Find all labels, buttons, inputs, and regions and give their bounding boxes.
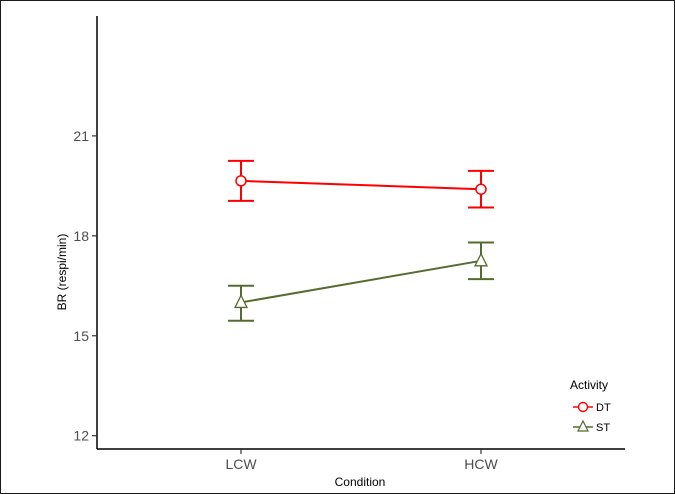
legend-key-marker	[577, 419, 589, 432]
legend-label: DT	[596, 402, 611, 414]
series-line	[240, 179, 482, 191]
y-axis-title: BR (respi/min)	[55, 234, 69, 311]
x-tick-label: HCW	[464, 456, 498, 472]
legend-key-marker	[577, 401, 589, 413]
y-ticks-group: 12 15 18 21	[73, 128, 97, 444]
series-dt	[228, 159, 494, 209]
y-tick-label: 15	[73, 328, 89, 344]
x-ticks-group: LCW HCW	[225, 449, 499, 472]
y-tick-label: 18	[73, 228, 89, 244]
y-tick-label: 12	[73, 428, 89, 444]
data-point	[233, 293, 249, 309]
x-axis-title: Condition	[335, 475, 386, 489]
data-point	[473, 252, 489, 267]
y-tick-label: 21	[73, 128, 89, 144]
series-line	[240, 259, 482, 304]
axes-group	[96, 16, 625, 450]
legend: Activity DT ST	[570, 378, 611, 434]
series-layer	[228, 159, 494, 322]
series-st	[228, 241, 494, 322]
x-tick-label: LCW	[225, 456, 257, 472]
data-point	[475, 183, 487, 195]
legend-title: Activity	[570, 378, 608, 392]
data-point	[235, 175, 247, 187]
legend-label: ST	[596, 422, 610, 434]
